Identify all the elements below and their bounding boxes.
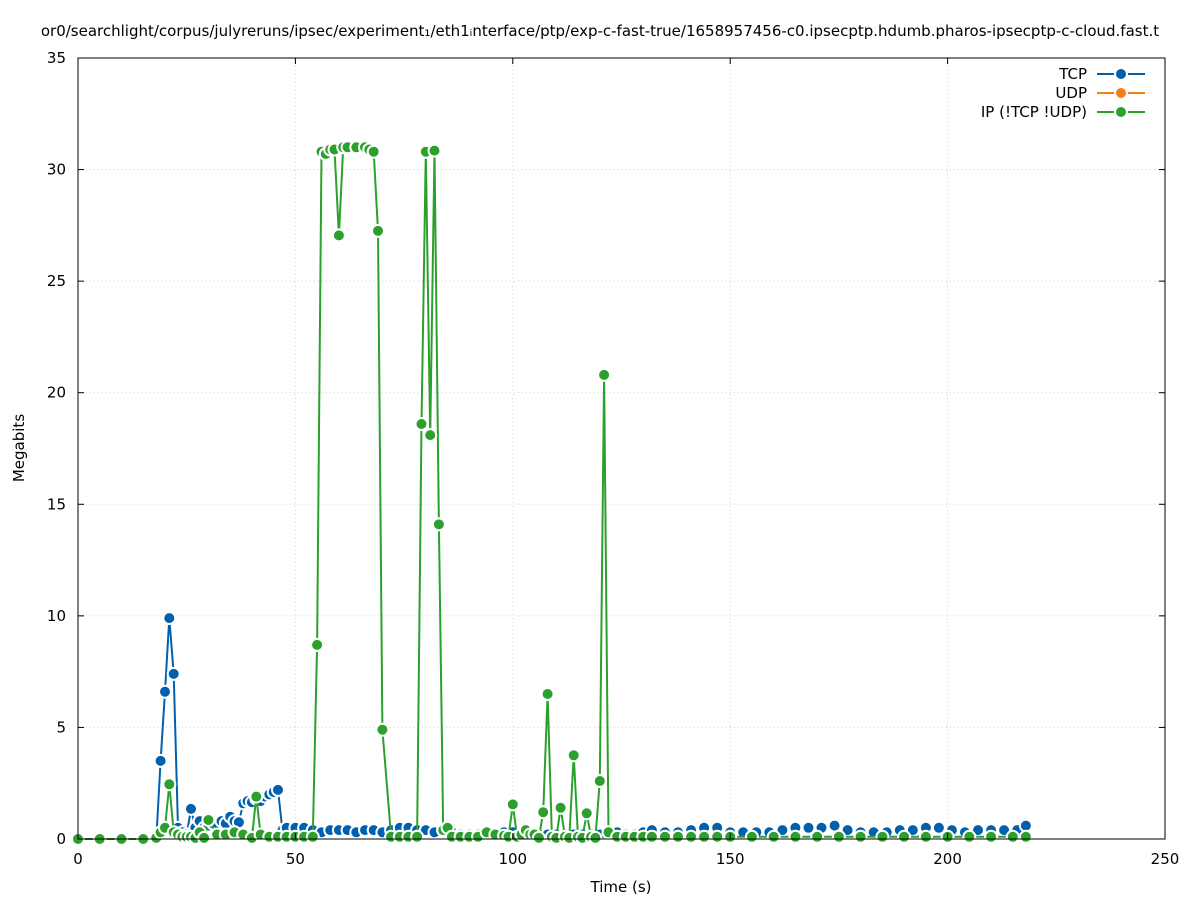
x-tick-label: 100 [498, 850, 527, 868]
data-point [592, 774, 607, 788]
x-tick-label: 0 [73, 850, 83, 868]
legend-label: TCP [1058, 65, 1087, 83]
data-point [658, 829, 672, 844]
data-point [431, 517, 446, 532]
data-point [331, 228, 346, 243]
data-point [566, 748, 581, 763]
y-axis-label: Megabits [10, 414, 28, 482]
axis-ticks: 0 50 100 150 200 250 0 5 10 15 20 25 30 35 [47, 49, 1179, 868]
series-layer [71, 140, 1033, 846]
data-point [827, 818, 842, 833]
data-point [588, 830, 603, 845]
data-point [597, 367, 612, 382]
y-tick-label: 20 [47, 384, 66, 402]
y-tick-label: 30 [47, 161, 66, 179]
data-point [744, 829, 759, 844]
data-point [371, 223, 385, 238]
y-tick-label: 25 [47, 272, 66, 290]
data-point [766, 829, 781, 844]
data-point [201, 813, 216, 827]
grid [78, 58, 1165, 839]
y-tick-label: 5 [56, 718, 66, 736]
data-point [427, 143, 442, 158]
data-point [410, 829, 425, 844]
data-point [423, 428, 438, 443]
data-point [875, 829, 890, 844]
data-point [305, 829, 320, 844]
series-ip-tcp-udp [71, 140, 1033, 846]
data-point [197, 830, 212, 845]
data-point [984, 829, 999, 844]
x-axis-label: Time (s) [590, 878, 652, 896]
data-point [684, 829, 699, 844]
data-point [310, 637, 325, 652]
legend-entry: TCP [1058, 65, 1145, 83]
data-point [540, 687, 555, 701]
data-point [375, 722, 390, 737]
y-tick-label: 35 [47, 49, 66, 67]
series-line [78, 146, 1026, 840]
legend-label: UDP [1055, 84, 1087, 102]
data-point [184, 801, 198, 816]
data-point [710, 829, 725, 844]
data-point [644, 829, 659, 844]
plot-frame [77, 57, 1166, 840]
data-point [414, 417, 429, 431]
data-point [158, 684, 172, 699]
data-point [579, 806, 594, 821]
legend-label: IP (!TCP !UDP) [981, 103, 1087, 121]
x-tick-label: 200 [933, 850, 962, 868]
data-point [366, 144, 381, 159]
x-tick-label: 250 [1151, 850, 1180, 868]
y-tick-label: 0 [56, 830, 66, 848]
data-point [531, 830, 546, 845]
x-tick-label: 50 [286, 850, 305, 868]
data-point [553, 800, 568, 815]
y-tick-label: 10 [47, 607, 66, 625]
data-point [962, 829, 977, 844]
data-point [249, 789, 264, 804]
data-point [831, 829, 846, 844]
legend-swatch-marker [1114, 86, 1128, 100]
data-point [162, 777, 177, 792]
legend-entry: UDP [1055, 84, 1145, 102]
data-point [853, 829, 868, 844]
chart-title: or0/searchlight/corpus/julyreruns/ipsec/… [41, 22, 1159, 40]
data-point [931, 820, 946, 835]
data-point [897, 829, 912, 844]
legend-entry: IP (!TCP !UDP) [981, 103, 1145, 121]
data-point [1018, 829, 1033, 844]
y-tick-label: 15 [47, 495, 66, 513]
data-point [162, 611, 177, 626]
data-point [671, 829, 685, 844]
data-point [271, 782, 285, 797]
data-point [536, 805, 551, 820]
data-point [810, 829, 825, 844]
legend-swatch-marker [1114, 105, 1128, 119]
data-point [505, 797, 520, 812]
data-point [918, 829, 933, 844]
data-point [166, 666, 181, 681]
data-point [788, 829, 803, 844]
data-point [697, 829, 712, 844]
x-tick-label: 150 [716, 850, 745, 868]
data-point [1005, 829, 1020, 844]
legend-swatch-marker [1114, 67, 1128, 81]
data-point [153, 753, 168, 768]
